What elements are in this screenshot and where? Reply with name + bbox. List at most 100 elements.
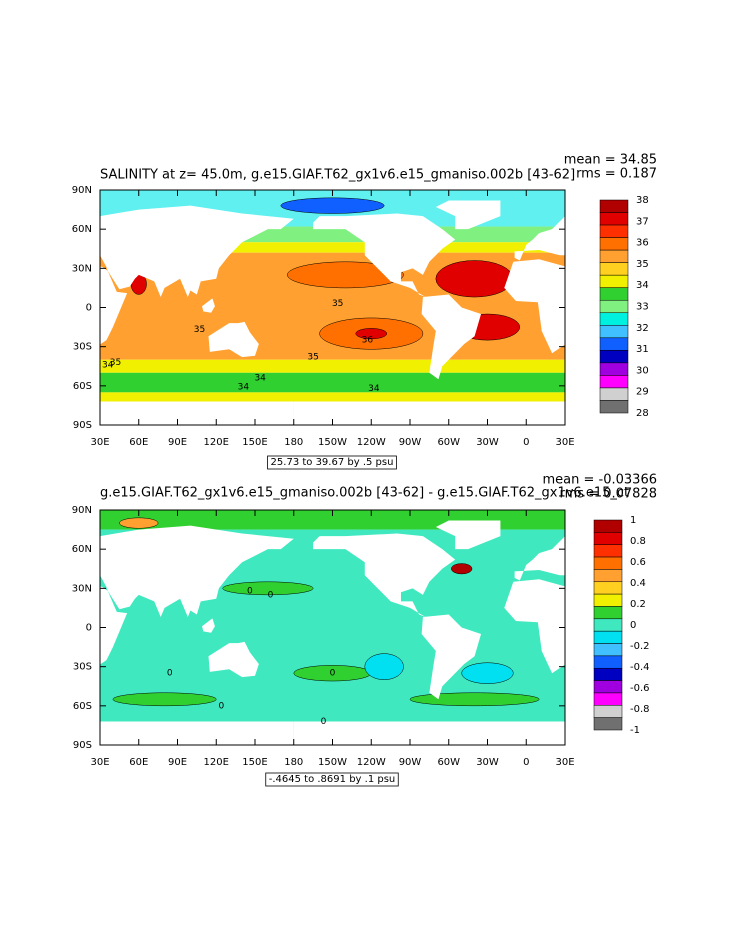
- colorbar-label: 30: [636, 365, 649, 376]
- land: [674, 642, 724, 677]
- lon-label: 60W: [437, 757, 460, 768]
- land: [0, 200, 35, 229]
- contour-info: -.4645 to .8691 by .1 psu: [269, 774, 396, 785]
- land: [100, 525, 294, 618]
- colorbar-box: [593, 705, 623, 718]
- lon-label: 90W: [399, 757, 422, 768]
- colorbar-box: [599, 287, 629, 301]
- colorbar-label: -0.8: [630, 704, 650, 715]
- colorbar-box: [599, 224, 629, 238]
- lon-label: 30W: [476, 437, 499, 448]
- colorbar-label: -0.2: [630, 641, 650, 652]
- ocean-patch: [119, 517, 159, 529]
- lon-label: 150W: [318, 757, 347, 768]
- contour-label: 34: [254, 374, 266, 384]
- land: [313, 533, 456, 618]
- lon-label: 180: [284, 437, 303, 448]
- land: [0, 614, 16, 699]
- land: [435, 520, 501, 550]
- colorbar-label: 0.8: [630, 536, 646, 547]
- ocean-band: [100, 372, 565, 393]
- contour-label: 35: [194, 325, 205, 335]
- lon-label: 0: [523, 757, 529, 768]
- lat-label: 60S: [73, 381, 92, 392]
- contour-label: 35: [307, 353, 318, 363]
- contour-label: 0: [167, 669, 173, 679]
- colorbar-box: [599, 387, 629, 401]
- colorbar-box: [593, 544, 623, 558]
- colorbar-box: [593, 717, 623, 731]
- land: [202, 298, 215, 313]
- lat-label: 60S: [73, 701, 92, 712]
- ocean-band: [100, 242, 565, 253]
- colorbar-label: 37: [636, 216, 649, 227]
- ocean-patch: [409, 692, 540, 707]
- panel-title: SALINITY at z= 45.0m, g.e15.GIAF.T62_gx1…: [100, 168, 575, 183]
- colorbar-label: 31: [636, 344, 649, 355]
- land: [504, 259, 565, 354]
- land: [313, 213, 456, 298]
- lon-label: 150W: [318, 437, 347, 448]
- rms-text: rms = 0.07828: [560, 487, 657, 502]
- contour-label: 34: [238, 383, 250, 393]
- colorbar-label: 32: [636, 323, 649, 334]
- lat-label: 60N: [72, 224, 92, 235]
- lon-label: 180: [284, 757, 303, 768]
- colorbar-box: [593, 606, 623, 620]
- mean-text: mean = 34.85: [564, 153, 657, 168]
- contour-label: 0: [247, 586, 253, 596]
- land: [667, 618, 680, 632]
- lat-label: 0: [86, 623, 92, 634]
- ocean-patch: [0, 314, 55, 340]
- colorbar-box: [599, 249, 629, 263]
- land: [0, 520, 35, 549]
- lon-label: 0: [523, 437, 529, 448]
- ocean-patch: [355, 328, 387, 340]
- land: [514, 536, 565, 581]
- ocean-patch: [688, 582, 733, 595]
- colorbar-label: 0.2: [630, 599, 646, 610]
- contour-label: 34: [368, 384, 380, 394]
- lat-label: 90S: [73, 740, 92, 751]
- land: [504, 579, 565, 674]
- land: [667, 298, 680, 312]
- colorbar-label: 0.6: [630, 557, 646, 568]
- colorbar-label: 28: [636, 408, 649, 419]
- colorbar-box: [593, 680, 623, 694]
- colorbar-label: -0.4: [630, 662, 650, 673]
- land: [208, 641, 259, 678]
- land: [100, 205, 294, 298]
- contour-label: 35: [110, 358, 121, 368]
- land: [208, 321, 259, 358]
- lon-label: 120W: [357, 437, 386, 448]
- lon-label: 60E: [129, 757, 148, 768]
- lon-label: 30E: [90, 437, 109, 448]
- land: [293, 721, 565, 745]
- colorbar-label: 29: [636, 387, 649, 398]
- land: [100, 266, 128, 345]
- ocean-patch: [0, 564, 7, 574]
- colorbar-label: 34: [636, 280, 649, 291]
- colorbar-box: [599, 325, 629, 339]
- ocean-patch: [112, 692, 217, 707]
- lon-label: 30E: [90, 757, 109, 768]
- colorbar-box: [593, 667, 623, 681]
- land: [674, 322, 724, 357]
- land: [435, 200, 501, 230]
- colorbar-label: 0.4: [630, 578, 646, 589]
- lat-label: 30N: [72, 263, 92, 274]
- ocean-patch: [435, 260, 514, 298]
- ocean-patch: [0, 261, 48, 298]
- land: [421, 294, 482, 380]
- lon-label: 120W: [357, 757, 386, 768]
- colorbar-box: [593, 655, 623, 669]
- contour-label: 0: [330, 669, 336, 679]
- colorbar-box: [599, 375, 629, 389]
- colorbar-label: 33: [636, 302, 649, 313]
- ocean-patch: [287, 261, 404, 289]
- lon-label: 120E: [204, 437, 229, 448]
- colorbar-box: [593, 643, 623, 657]
- contour-info-box: [265, 772, 399, 787]
- colorbar-box: [599, 362, 629, 376]
- land: [0, 294, 16, 379]
